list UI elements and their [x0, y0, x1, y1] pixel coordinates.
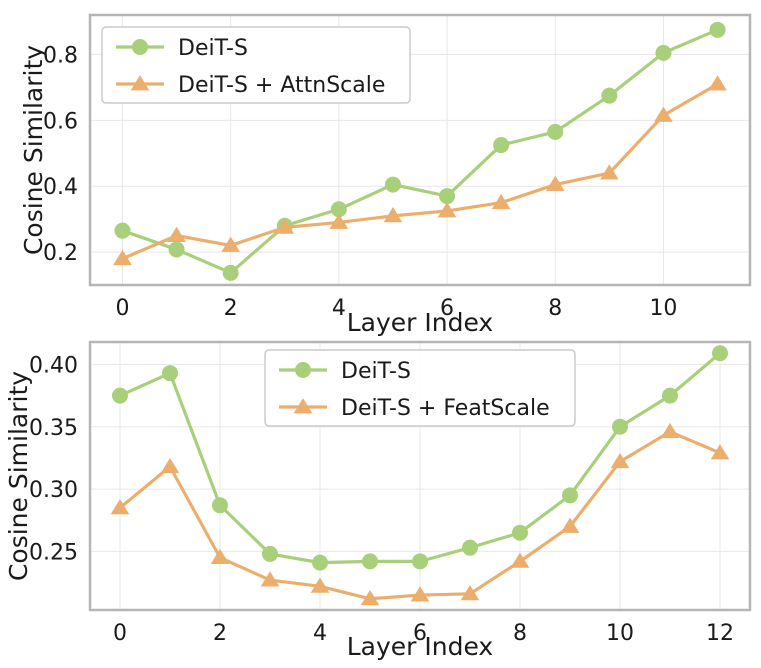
data-point [312, 554, 328, 571]
y-tick-label: 0.6 [43, 109, 78, 134]
data-point [460, 584, 480, 601]
data-point [221, 236, 240, 252]
series-triangle-2 [113, 75, 727, 266]
data-point [112, 387, 128, 404]
data-point [662, 387, 678, 404]
y-tick-label: 0.2 [43, 241, 78, 266]
y-tick-label: 0.30 [29, 478, 78, 503]
legend-box [264, 349, 576, 427]
x-tick-label: 0 [115, 296, 129, 321]
legend-marker [295, 362, 311, 378]
y-axis-label: Cosine Similarity [4, 371, 33, 581]
data-point [439, 188, 456, 205]
x-axis-label: Layer Index [347, 632, 493, 661]
data-point [560, 517, 580, 533]
chart-panel-1: 0 2 4 6 8 10 0.2 0.4 0.6 0.8 Layer Index Cosine Sim… [19, 13, 752, 337]
y-tick-label: 0.4 [43, 175, 78, 200]
x-tick-label: 12 [706, 621, 734, 646]
x-tick-label: 2 [224, 296, 238, 321]
data-point [310, 577, 330, 593]
x-tick-label: 4 [313, 621, 327, 646]
plot-frame [88, 340, 752, 612]
data-point [655, 44, 672, 61]
x-tick-label: 0 [113, 621, 127, 646]
data-point [330, 201, 347, 218]
data-point [708, 75, 727, 91]
data-point [601, 87, 618, 104]
data-point [562, 487, 578, 504]
x-tick-label: 10 [649, 296, 677, 321]
data-point [114, 222, 131, 239]
series-line [120, 82, 720, 261]
x-tick-label: 2 [213, 621, 227, 646]
x-tick-label: 8 [513, 621, 527, 646]
plot-frame [88, 13, 752, 287]
data-point [362, 553, 378, 570]
data-point [210, 548, 230, 565]
x-tick-label: 4 [332, 296, 346, 321]
series-line [120, 28, 720, 275]
legend-label: DeiT-S + AttnScale [178, 73, 385, 98]
data-point [600, 164, 619, 180]
data-point [262, 545, 278, 562]
data-point [712, 345, 728, 362]
legend-box [101, 26, 411, 104]
x-tick-label: 6 [440, 296, 454, 321]
x-tick-label: 10 [606, 621, 634, 646]
data-point [610, 452, 630, 469]
data-point [654, 106, 673, 122]
y-axis-label: Cosine Similarity [19, 45, 48, 255]
data-point [410, 586, 430, 602]
data-point [437, 202, 457, 218]
data-point [275, 218, 295, 234]
data-point [510, 552, 530, 568]
legend-marker [132, 39, 148, 55]
data-point [710, 444, 730, 460]
x-tick-label: 8 [548, 296, 562, 321]
y-tick-label: 0.25 [29, 540, 78, 565]
series-triangle-2 [110, 422, 730, 606]
series-circle-1 [114, 21, 726, 281]
legend-marker [130, 75, 150, 91]
data-point [709, 21, 726, 38]
data-point [110, 498, 130, 515]
data-point [212, 497, 228, 514]
data-point [493, 137, 510, 154]
legend-label: DeiT-S [341, 359, 411, 384]
data-point [360, 589, 380, 606]
data-point [412, 553, 428, 570]
data-point [167, 226, 186, 243]
data-point [160, 457, 180, 474]
data-point [612, 418, 628, 435]
chart-panel-2: 0 2 4 6 8 10 12 0.25 0.30 0.35 0.40 Layer Index Cosi… [4, 340, 752, 661]
data-point [222, 264, 239, 281]
x-tick-label: 6 [413, 621, 427, 646]
data-point [660, 422, 680, 439]
data-point [384, 176, 401, 193]
data-point [260, 571, 280, 587]
data-point [462, 539, 478, 556]
legend-marker [293, 398, 313, 414]
y-tick-label: 0.8 [43, 44, 78, 69]
legend: DeiT-S DeiT-S + AttnScale [101, 26, 411, 104]
legend-label: DeiT-S + FeatScale [341, 396, 550, 421]
y-tick-label: 0.40 [29, 353, 78, 378]
legend-label: DeiT-S [178, 36, 248, 61]
series-circle-1 [112, 345, 728, 571]
data-point [545, 175, 565, 191]
data-point [162, 365, 178, 382]
data-point [168, 241, 185, 258]
data-point [547, 123, 564, 140]
x-axis-label: Layer Index [347, 308, 493, 337]
data-point [512, 524, 528, 541]
data-point [113, 249, 132, 266]
data-point [383, 207, 403, 223]
legend: DeiT-S DeiT-S + FeatScale [264, 349, 576, 427]
data-point [491, 193, 511, 210]
y-tick-label: 0.35 [29, 416, 78, 441]
data-point [329, 213, 349, 229]
